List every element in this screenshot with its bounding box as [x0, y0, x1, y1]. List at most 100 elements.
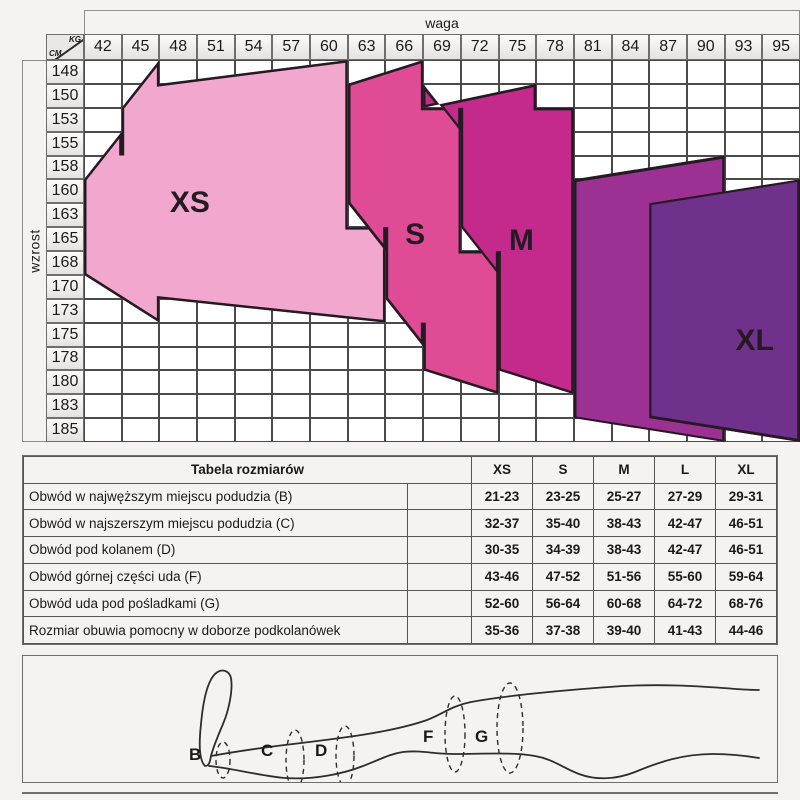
- weight-header-93: 93: [724, 34, 763, 60]
- table-row: Obwód uda pod pośladkami (G) 52-60 56-64 60…: [22, 589, 778, 618]
- grid-cell: [611, 131, 650, 156]
- size-zone-label-xs: XS: [169, 186, 210, 220]
- height-axis-label: wzrost: [22, 60, 46, 442]
- measurement-value-l: 41-43: [654, 616, 716, 644]
- footer-rule: [22, 792, 778, 794]
- weight-header-60: 60: [310, 34, 348, 60]
- grid-cell: [84, 298, 122, 323]
- height-header-173: 173: [46, 298, 84, 323]
- grid-cell: [197, 346, 235, 371]
- grid-cell: [724, 155, 763, 180]
- grid-cell: [234, 322, 273, 347]
- grid-cell: [724, 83, 763, 108]
- measurement-value-s: 56-64: [532, 589, 595, 618]
- grid-cell: [347, 370, 386, 395]
- grid-cell: [649, 107, 687, 132]
- grid-cell: [84, 370, 122, 395]
- grid-cell: [310, 394, 348, 419]
- grid-cell: [272, 322, 311, 347]
- height-header-163: 163: [46, 203, 84, 228]
- grid-cell: [197, 394, 235, 419]
- table-row: Rozmiar obuwia pomocny w doborze podkola…: [22, 616, 778, 644]
- table-row: Obwód górnej części uda (F) 43-46 47-52 51-…: [22, 562, 778, 591]
- grid-cell: [84, 322, 122, 347]
- weight-header-63: 63: [347, 34, 386, 60]
- height-header-178: 178: [46, 346, 84, 371]
- measurement-value-xs: 35-36: [471, 616, 534, 644]
- measurement-value-s: 34-39: [532, 536, 595, 564]
- leg-marker-b: B: [189, 745, 201, 764]
- diagonal-divider-icon: [54, 38, 83, 59]
- measurement-value-m: 25-27: [593, 482, 655, 511]
- measurement-value-xl: 46-51: [714, 536, 778, 564]
- grid-cell: [460, 418, 499, 442]
- size-zone-xl: [649, 179, 800, 442]
- leg-marker-f: F: [423, 727, 433, 746]
- measurement-value-m: 60-68: [593, 589, 655, 618]
- measurement-value-m: 38-43: [593, 509, 655, 538]
- kg-unit-label: KG: [69, 35, 81, 44]
- measurements-table: Tabela rozmiarów XS S M L XL Obwód w najwęższy…: [22, 455, 778, 645]
- measurement-label: Obwód górnej części uda (F): [22, 562, 409, 591]
- grid-cell: [724, 131, 763, 156]
- measurement-value-xs: 43-46: [471, 562, 534, 591]
- weight-header-78: 78: [536, 34, 574, 60]
- size-zone-label-s: S: [405, 218, 426, 252]
- measurement-value-l: 42-47: [654, 509, 716, 538]
- grid-cell: [724, 107, 763, 132]
- grid-cell: [536, 394, 574, 419]
- grid-cell: [536, 60, 574, 84]
- grid-cell: [460, 60, 499, 84]
- grid-cell: [121, 394, 160, 419]
- grid-cell: [686, 83, 725, 108]
- leg-measurement-diagram: B C D F G: [22, 655, 778, 783]
- measurement-label: Obwód w najszerszym miejscu podudzia (C): [22, 509, 409, 538]
- grid-cell: [724, 60, 763, 84]
- grid-cell: [385, 394, 424, 419]
- spacer-cell: [407, 536, 473, 564]
- table-row: Obwód w najwęższym miejscu podudzia (B) 2…: [22, 482, 778, 511]
- measurement-value-s: 47-52: [532, 562, 595, 591]
- weight-header-95: 95: [762, 34, 800, 60]
- height-header-158: 158: [46, 155, 84, 180]
- grid-cell: [84, 83, 122, 108]
- grid-cell: [272, 394, 311, 419]
- height-header-153: 153: [46, 107, 84, 132]
- leg-marker-d: D: [315, 741, 327, 760]
- weight-header-90: 90: [686, 34, 725, 60]
- table-row: Obwód w najszerszym miejscu podudzia (C)…: [22, 509, 778, 538]
- size-table-title: Tabela rozmiarów: [22, 456, 473, 484]
- grid-cell: [159, 346, 198, 371]
- weight-height-size-grid: waga wzrost KG CM 42 45 48 51 54 57 60 63 66 69 72…: [22, 10, 800, 442]
- grid-cell: [347, 418, 386, 442]
- leg-outline-illustration: B C D F G: [189, 669, 760, 782]
- size-column-header-l: L: [654, 456, 716, 484]
- measurement-value-l: 42-47: [654, 536, 716, 564]
- leg-marker-c: C: [261, 741, 273, 760]
- weight-header-42: 42: [84, 34, 122, 60]
- height-header-148: 148: [46, 60, 84, 84]
- weight-header-48: 48: [159, 34, 198, 60]
- height-header-155: 155: [46, 131, 84, 156]
- grid-cell: [310, 370, 348, 395]
- weight-header-81: 81: [573, 34, 612, 60]
- measurement-value-xl: 46-51: [714, 509, 778, 538]
- height-header-160: 160: [46, 179, 84, 204]
- grid-cell: [536, 418, 574, 442]
- cm-unit-label: CM: [49, 49, 62, 58]
- grid-cell: [159, 322, 198, 347]
- grid-cell: [611, 83, 650, 108]
- grid-cell: [686, 107, 725, 132]
- grid-cell: [121, 322, 160, 347]
- grid-cell: [611, 60, 650, 84]
- measurement-value-l: 27-29: [654, 482, 716, 511]
- measurement-value-xs: 52-60: [471, 589, 534, 618]
- grid-cell: [347, 346, 386, 371]
- grid-cell: [573, 107, 612, 132]
- grid-cell: [310, 322, 348, 347]
- grid-cell: [649, 60, 687, 84]
- grid-cell: [121, 418, 160, 442]
- height-header-168: 168: [46, 251, 84, 275]
- grid-cell: [159, 298, 198, 323]
